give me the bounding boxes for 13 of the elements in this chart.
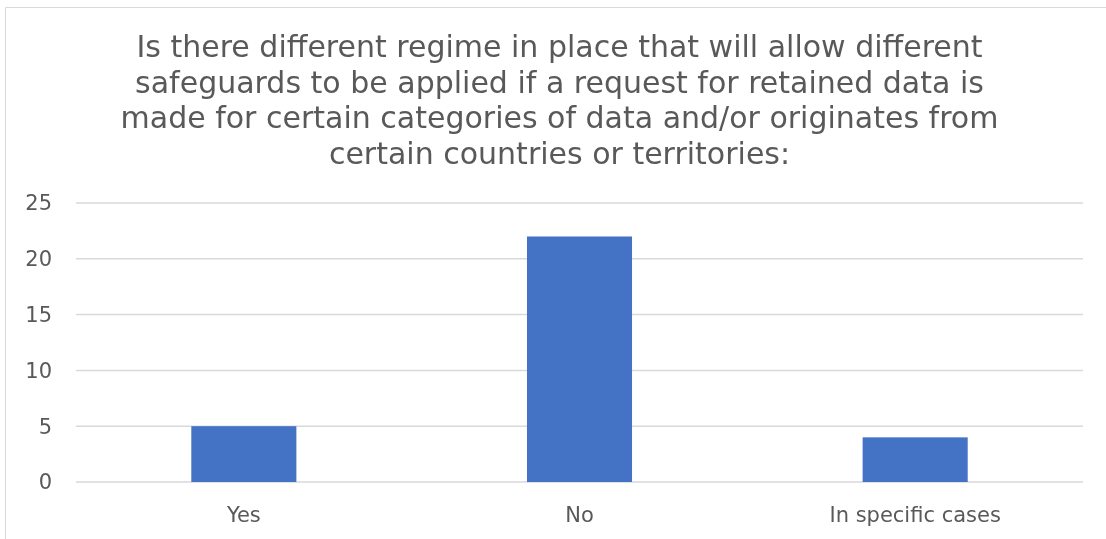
x-tick-label: No bbox=[565, 503, 594, 527]
y-tick-label: 5 bbox=[38, 414, 52, 439]
bar bbox=[862, 437, 968, 482]
x-tick-label: Yes bbox=[225, 503, 261, 527]
y-tick-label: 15 bbox=[25, 302, 52, 327]
y-tick-label: 25 bbox=[25, 191, 52, 216]
bar bbox=[526, 236, 633, 482]
bar bbox=[191, 426, 297, 482]
x-tick-label: In specific cases bbox=[829, 503, 1001, 527]
y-tick-label: 0 bbox=[38, 470, 52, 495]
y-tick-label: 20 bbox=[25, 247, 52, 272]
y-tick-label: 10 bbox=[25, 358, 52, 383]
chart-title: Is there different regime in place that will allow different safeguards to be applied if a request for retained data is made for certain categories of data and/or originates from certain countries or territories: bbox=[120, 29, 999, 171]
